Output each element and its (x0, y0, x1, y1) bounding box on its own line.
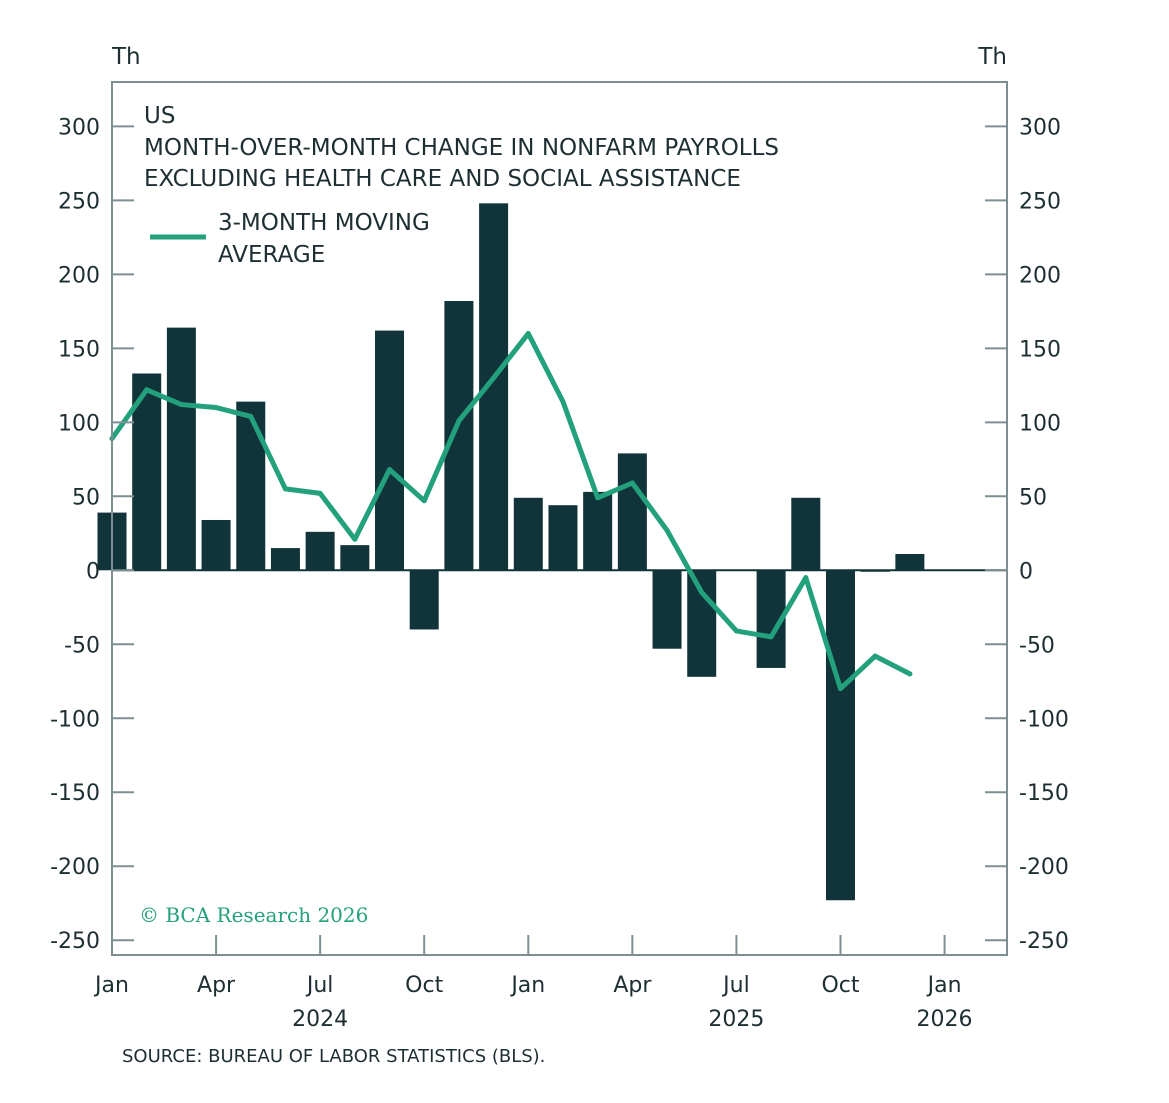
legend-label-line-1: 3-MONTH MOVING (218, 210, 430, 236)
ma-point-2025-04 (629, 480, 635, 486)
y-axis-right-unit: Th (977, 44, 1007, 70)
legend: 3-MONTH MOVING AVERAGE (150, 210, 430, 268)
x-year-label: 2026 (917, 1007, 973, 1032)
ma-point-2025-03 (595, 495, 601, 501)
y-axis-left: -250 -200 -150 -100 -50 0 50 100 150 200 250 300 (50, 115, 134, 954)
y-right-tick-label: 100 (1019, 411, 1061, 436)
y-right-tick-label: -200 (1019, 855, 1069, 880)
x-tick-label: Apr (197, 973, 236, 998)
y-left-tick-label: -150 (50, 781, 100, 806)
title-line-2: MONTH-OVER-MONTH CHANGE IN NONFARM PAYRO… (144, 135, 779, 161)
y-left-tick-label: -50 (64, 633, 100, 658)
x-axis: Jan Apr Jul 2024 Oct Jan Apr Jul 2025 Oct Jan 2026 (93, 935, 973, 1032)
bar-2024-11 (444, 300, 474, 571)
bar-2025-02 (548, 505, 578, 571)
bar-2025-12 (895, 554, 925, 571)
y-left-tick-label: 100 (58, 411, 100, 436)
x-tick-label: Jan (509, 973, 545, 998)
y-left-tick-label: 0 (86, 559, 100, 584)
ma-point-2024-06 (282, 486, 288, 492)
bar-2024-05 (236, 401, 266, 571)
x-tick-label: Apr (613, 973, 652, 998)
bar-2024-03 (166, 327, 196, 571)
ma-point-2025-05 (664, 527, 670, 533)
ma-point-2024-03 (178, 402, 184, 408)
x-year-label: 2025 (708, 1007, 764, 1032)
bar-2024-09 (375, 330, 405, 571)
ma-point-2025-10 (837, 686, 843, 692)
bar-2025-01 (513, 497, 543, 571)
x-tick-label: Oct (821, 973, 859, 998)
y-right-tick-label: 300 (1019, 115, 1061, 140)
ma-point-2024-11 (456, 418, 462, 424)
ma-point-2025-08 (768, 634, 774, 640)
bar-2025-04 (617, 453, 647, 571)
x-tick-label: Oct (405, 973, 443, 998)
y-right-tick-label: -150 (1019, 781, 1069, 806)
ma-point-2025-02 (560, 399, 566, 405)
y-left-tick-label: -100 (50, 707, 100, 732)
bar-2024-07 (305, 531, 335, 571)
y-right-tick-label: 0 (1019, 559, 1033, 584)
y-left-tick-label: -250 (50, 929, 100, 954)
plot-border (111, 81, 1008, 956)
legend-label-line-2: AVERAGE (218, 242, 325, 268)
ma-point-2024-10 (421, 498, 427, 504)
ma-point-2024-12 (491, 375, 497, 381)
title-line-3: EXCLUDING HEALTH CARE AND SOCIAL ASSISTA… (144, 166, 741, 192)
ma-point-2024-08 (352, 536, 358, 542)
ma-point-2024-04 (213, 405, 219, 411)
x-year-label: 2024 (292, 1007, 348, 1032)
ma-point-2024-09 (387, 467, 393, 473)
bar-2025-06 (687, 570, 717, 677)
ma-point-2025-12 (907, 671, 913, 677)
bar-2025-09 (791, 497, 821, 571)
ma-point-2024-02 (144, 387, 150, 393)
copyright-notice: © BCA Research 2026 (139, 903, 368, 927)
y-right-tick-label: 200 (1019, 263, 1061, 288)
ma-point-2025-07 (733, 628, 739, 634)
bar-2025-05 (652, 570, 682, 649)
moving-average-line (109, 331, 913, 692)
moving-average-series (109, 331, 913, 692)
bar-2024-04 (201, 519, 231, 571)
y-right-tick-label: -50 (1019, 633, 1055, 658)
x-tick-label: Jul (721, 973, 750, 998)
source-note: SOURCE: BUREAU OF LABOR STATISTICS (BLS)… (122, 1046, 545, 1067)
title-line-1: US (144, 103, 175, 129)
y-left-tick-label: 200 (58, 263, 100, 288)
y-right-tick-label: -100 (1019, 707, 1069, 732)
y-axis-left-unit: Th (111, 44, 141, 70)
ma-point-2025-06 (699, 589, 705, 595)
plot-frame (111, 81, 1008, 956)
y-right-tick-label: 50 (1019, 485, 1047, 510)
bar-2025-03 (583, 491, 613, 571)
y-left-tick-label: 250 (58, 189, 100, 214)
ma-point-2024-07 (317, 490, 323, 496)
ma-point-2025-01 (525, 331, 531, 337)
bar-series (97, 203, 925, 901)
ma-point-2025-11 (872, 653, 878, 659)
y-left-tick-label: 150 (58, 337, 100, 362)
y-axis-right: -250 -200 -150 -100 -50 0 50 100 150 200 250 300 (985, 115, 1069, 954)
bar-2024-08 (340, 545, 370, 571)
x-tick-label: Jan (926, 973, 962, 998)
y-right-tick-label: 150 (1019, 337, 1061, 362)
y-left-tick-label: 300 (58, 115, 100, 140)
y-right-tick-label: -250 (1019, 929, 1069, 954)
ma-point-2025-09 (803, 575, 809, 581)
x-tick-label: Jan (93, 973, 129, 998)
y-left-tick-label: 50 (72, 485, 100, 510)
y-left-tick-label: -200 (50, 855, 100, 880)
y-right-tick-label: 250 (1019, 189, 1061, 214)
bar-2025-10 (825, 570, 855, 901)
bar-2024-10 (409, 570, 439, 630)
chart-title: US MONTH-OVER-MONTH CHANGE IN NONFARM PA… (144, 103, 779, 192)
bar-2024-06 (270, 548, 300, 571)
x-tick-label: Jul (305, 973, 334, 998)
ma-point-2024-05 (248, 413, 254, 419)
